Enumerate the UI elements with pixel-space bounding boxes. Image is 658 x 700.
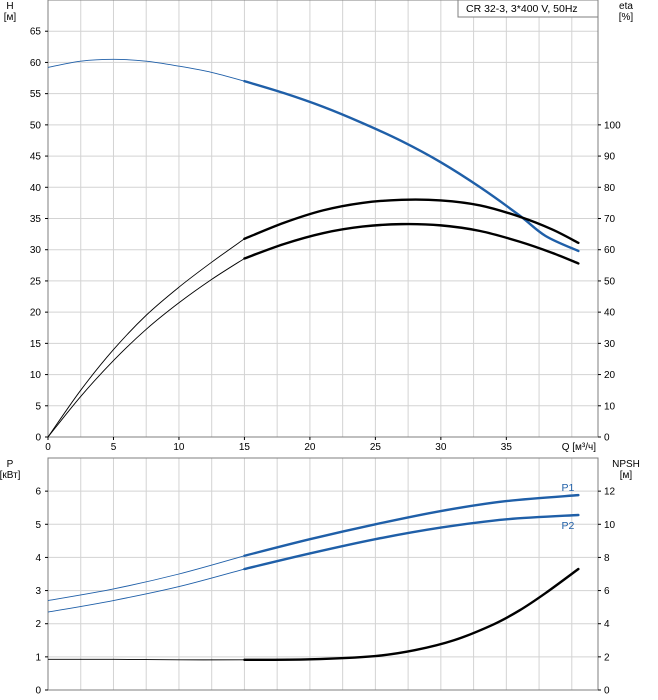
x-tick-label: 30 [435, 442, 447, 453]
y-left-tick-label: 60 [30, 58, 42, 69]
x-tick-label: 20 [304, 442, 316, 453]
legend-text: CR 32-3, 3*400 V, 50Hz [466, 3, 578, 15]
y-right-tick-label: 8 [604, 553, 610, 564]
x-tick-label: 15 [239, 442, 251, 453]
p2-curve-extended [47, 568, 245, 613]
y-left-axis-title: H [6, 1, 13, 12]
y-right-tick-label: 90 [604, 152, 616, 163]
y-left-tick-label: 45 [30, 152, 42, 163]
x-tick-label: 5 [111, 442, 117, 453]
y-left-tick-label: 35 [30, 214, 42, 225]
y-left-tick-label: 20 [30, 308, 42, 319]
y-right-tick-label: 2 [604, 652, 610, 663]
legend-box [457, 0, 599, 18]
y-right-tick-label: 70 [604, 214, 616, 225]
y-right-tick-label: 0 [604, 433, 610, 444]
head-efficiency-panel: 0510152025303540455055606501020304050607… [4, 0, 634, 453]
y-right-tick-label: 4 [604, 619, 610, 630]
series-2-curve-operating [243, 567, 580, 662]
y-right-tick-label: 50 [604, 276, 616, 287]
y-right-tick-label: 30 [604, 339, 616, 350]
y-right-axis-title: eta [619, 1, 633, 12]
y-left-tick-label: 65 [30, 27, 42, 38]
p1-curve-extended [47, 555, 245, 601]
y-left-tick-label: 0 [35, 686, 41, 697]
y-left-tick-label: 1 [35, 652, 41, 663]
y-left-tick-label: 0 [35, 433, 41, 444]
y-right-tick-label: 12 [604, 487, 616, 498]
series-2-curve-extended [47, 658, 245, 661]
p1-series-label: P1 [562, 482, 575, 494]
plot-frame [47, 457, 599, 691]
y-left-tick-label: 3 [35, 586, 41, 597]
y-right-tick-label: 20 [604, 370, 616, 381]
y-left-axis-unit: [м] [4, 12, 17, 23]
p2-series-label: P2 [562, 520, 575, 532]
x-tick-label: 25 [370, 442, 382, 453]
y-right-tick-label: 10 [604, 401, 616, 412]
series-1-curve-operating [243, 198, 580, 245]
series-0-curve-extended [47, 58, 245, 82]
y-left-tick-label: 50 [30, 120, 42, 131]
y-right-axis-unit: [%] [619, 12, 634, 23]
y-right-tick-label: 10 [604, 520, 616, 531]
y-left-tick-label: 4 [35, 553, 41, 564]
y-left-axis-unit: [кВт] [0, 470, 21, 481]
series-1-curve-extended [47, 238, 245, 438]
x-axis-title: Q [м³/ч] [562, 442, 597, 453]
y-left-tick-label: 2 [35, 619, 41, 630]
x-tick-label: 35 [501, 442, 513, 453]
y-right-tick-label: 80 [604, 183, 616, 194]
series-2-curve-extended [47, 258, 245, 438]
y-right-tick-label: 40 [604, 308, 616, 319]
y-right-tick-label: 0 [604, 686, 610, 697]
y-right-axis-unit: [м] [620, 470, 633, 481]
y-right-tick-label: 100 [604, 120, 621, 131]
series-0-curve-operating [243, 79, 580, 253]
x-tick-label: 10 [173, 442, 185, 453]
p1-curve-operating [243, 493, 580, 557]
y-left-axis-title: P [7, 459, 14, 470]
plot-background [48, 458, 598, 690]
y-left-tick-label: 5 [35, 520, 41, 531]
y-right-axis-title: NPSH [612, 459, 640, 470]
p2-curve-operating [243, 513, 580, 571]
y-left-tick-label: 40 [30, 183, 42, 194]
y-left-tick-label: 15 [30, 339, 42, 350]
y-left-tick-label: 10 [30, 370, 42, 381]
series-2-curve-operating [243, 222, 580, 265]
y-left-tick-label: 25 [30, 276, 42, 287]
y-right-tick-label: 60 [604, 245, 616, 256]
y-left-tick-label: 5 [35, 401, 41, 412]
y-left-tick-label: 30 [30, 245, 42, 256]
y-left-tick-label: 55 [30, 89, 42, 100]
y-left-tick-label: 6 [35, 487, 41, 498]
x-tick-label: 0 [45, 442, 51, 453]
y-right-tick-label: 6 [604, 586, 610, 597]
